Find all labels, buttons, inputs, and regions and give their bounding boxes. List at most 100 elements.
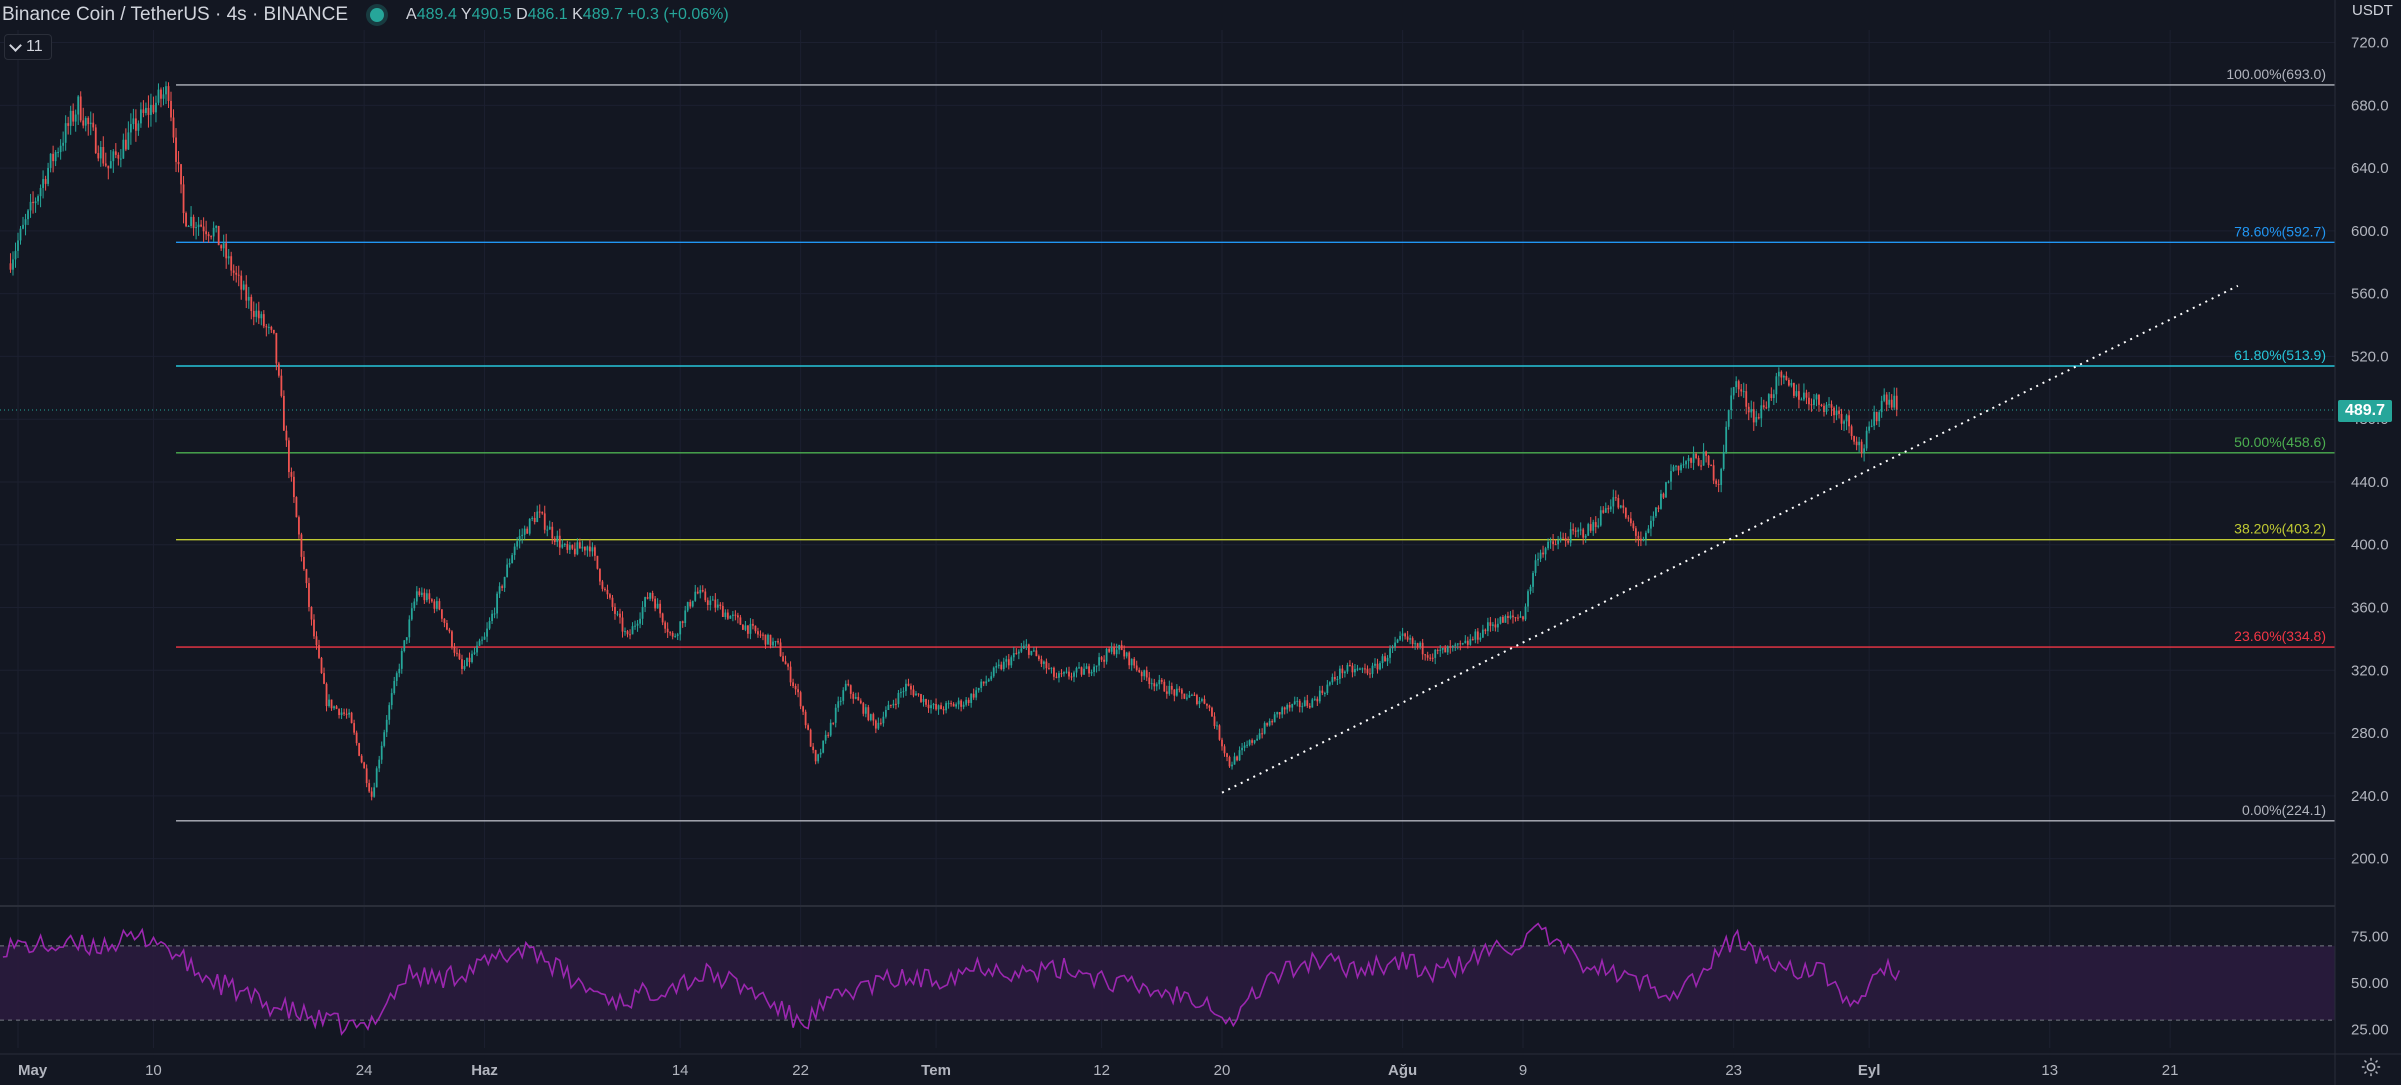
candle-body [1303,700,1306,707]
candle-body [1068,671,1070,677]
currency-label[interactable]: USDT [2352,2,2393,19]
candle-body [1384,656,1386,662]
candle-body [523,528,526,535]
candle-body [1494,624,1497,628]
candle-body [551,526,554,539]
candle-body [272,329,275,334]
indicators-toggle-button[interactable]: 11 [4,34,52,60]
candle-body [1311,699,1314,708]
candle-body [1012,653,1015,658]
candle-body [1865,430,1868,449]
candle-body [742,624,744,630]
candle-body [255,310,258,317]
candle-body [205,231,208,235]
time-tick-label: Eyl [1858,1062,1881,1079]
candle-body [867,707,870,721]
symbol-title[interactable]: Binance Coin / TetherUS · 4s · BINANCE [2,4,349,25]
price-axis[interactable]: 200.0240.0280.0320.0360.0400.0440.0480.0… [2334,0,2401,1085]
candle-body [370,791,373,797]
candle-body [556,535,559,543]
candle-body [952,703,955,707]
candle-body [1732,387,1735,396]
candle-body [1394,642,1396,648]
candle-body [501,586,504,588]
indicator-count: 11 [26,38,43,55]
candle-body [1449,646,1452,648]
candle-body [646,597,649,599]
time-axis[interactable]: May 10 24 Haz 14 22 Tem 12 20 Ağu 9 23 Eyl 13 21 [0,1053,2401,1079]
candle-body [1547,541,1549,549]
candle-body [235,272,238,275]
time-tick-label: 9 [1519,1062,1527,1079]
candle-body [634,625,636,627]
candle-body [1346,664,1349,672]
candle-body [711,599,714,601]
candle-body [1815,394,1818,400]
candle-body [92,122,95,128]
candle-body [1507,616,1509,618]
candle-body [566,543,569,550]
candle-body [528,518,531,534]
candle-body [659,603,662,614]
candle-body [1233,756,1236,765]
candle-body [616,613,619,615]
candle-body [1725,426,1728,453]
candle-body [1020,648,1023,652]
time-tick-label: 22 [792,1062,809,1079]
candle-body [333,706,335,709]
price-tick-label: 360.0 [2351,600,2389,617]
candle-body [49,153,52,168]
candle-body [1499,616,1502,624]
candle-body [380,745,383,760]
candle-body [887,704,890,711]
candle-body [1582,529,1585,538]
trendline[interactable] [1221,284,2239,794]
candle-body [1642,538,1645,541]
candle-body [1830,404,1833,408]
candle-body [1850,426,1853,437]
candle-body [313,619,315,637]
candle-body [1178,688,1181,690]
candle-body [1492,624,1494,626]
time-tick-label: 23 [1725,1062,1742,1079]
candle-body [1055,676,1058,678]
candle-body [1870,425,1873,427]
candle-body [897,692,900,705]
candle-body [533,517,536,523]
candle-body [1800,399,1803,401]
price-tick-label: 440.0 [2351,474,2389,491]
candle-body [1502,616,1504,623]
candle-body [1278,712,1281,715]
candle-body [1833,407,1835,416]
candle-body [1035,650,1038,657]
candle-body [1466,640,1469,645]
candle-body [1063,672,1065,674]
candle-body [1416,643,1419,647]
candle-body [1100,657,1103,660]
candle-body [1419,642,1422,647]
fibonacci-retracement[interactable]: 100.00%(693.0) 78.60%(592.7) 61.80%(513.9)… [176,66,2335,822]
candle-body [430,599,433,602]
candle-body [363,762,366,769]
candle-body [621,617,624,632]
candle-body [122,139,125,159]
candle-body [1612,497,1615,507]
candle-body [1532,572,1534,587]
fib-level-label: 78.60%(592.7) [2234,223,2326,239]
candle-body [288,440,290,473]
candle-body [1825,404,1828,412]
candle-body [14,250,17,260]
candle-body [857,696,860,701]
candle-body [568,545,571,550]
rsi-pane[interactable] [0,905,2335,1036]
candle-body [1128,652,1131,666]
candle-body [734,614,737,616]
candle-body [1517,617,1519,619]
gear-icon[interactable] [2360,1056,2382,1078]
candle-body [375,768,378,788]
candle-body [1765,407,1768,409]
candle-body [1873,411,1876,426]
candle-body [1562,537,1565,539]
candle-body [1617,498,1620,508]
